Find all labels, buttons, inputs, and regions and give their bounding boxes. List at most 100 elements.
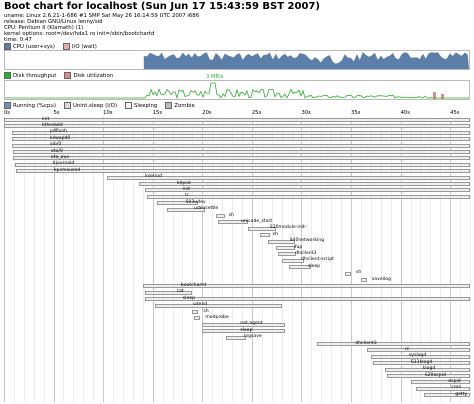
disk-utilization-mark: [441, 94, 444, 99]
process-label: S03udev: [185, 199, 206, 205]
process-chart: 0s 5s 10s 15s 20s 25s 30s 35s 40s 45s init kthread…: [4, 110, 471, 402]
grid-line: [390, 117, 392, 402]
disk-peak-label: 3 MB/s: [206, 74, 224, 80]
process-label: S11klogd: [410, 359, 433, 365]
process-label: getty: [455, 391, 468, 397]
process-bar: [192, 310, 199, 314]
zombie-swatch: [165, 102, 173, 109]
grid-line: [192, 117, 194, 402]
process-label: ifup: [293, 244, 303, 250]
process-bar: [416, 386, 470, 391]
grid-line: [360, 117, 362, 402]
process-label: dhclient-script: [301, 257, 334, 263]
process-bar: [4, 124, 470, 129]
process-bar: [277, 252, 297, 257]
process-label: kswapd0: [49, 135, 71, 141]
cpu-legend-label: CPU (user+sys): [13, 43, 55, 50]
process-label: dhclient3: [295, 250, 317, 256]
process-bar: [11, 137, 470, 142]
grid-line: [93, 117, 95, 402]
process-bar: [4, 118, 470, 122]
grid-line: [460, 117, 462, 402]
grid-line: [370, 117, 372, 402]
grid-line: [122, 117, 124, 402]
process-label: S20acpid: [424, 372, 446, 378]
grid-line: [440, 117, 442, 402]
process-bar: [275, 246, 296, 250]
disk-throughput-swatch: [4, 72, 11, 79]
cpu-info: CPU: Pentium II (Klamath) (1): [4, 25, 84, 31]
process-bar: [424, 393, 470, 398]
process-legend: Running (%cpu) Unint.sleep (I/O) Sleepin…: [4, 102, 195, 109]
process-label: khpsd: [176, 180, 191, 186]
process-bar: [259, 233, 270, 238]
time-tick-label: 20s: [202, 110, 212, 116]
process-label: logsave: [244, 334, 262, 340]
time-info: time: 0:47: [4, 37, 32, 43]
process-label: saveilog: [371, 276, 391, 282]
process-bar: [370, 354, 470, 359]
process-label: syslogd: [408, 353, 427, 359]
process-bar: [366, 348, 470, 353]
grid-line: [341, 117, 343, 402]
time-tick-label: 10s: [103, 110, 113, 116]
grid-line: [311, 117, 313, 402]
grid-line: [13, 117, 15, 402]
grid-line: [103, 117, 105, 402]
process-label: init: [182, 186, 191, 192]
process-label: S20module-init-: [269, 225, 307, 231]
disk-throughput-legend-label: Disk throughput: [13, 72, 57, 79]
process-bar: [360, 278, 367, 282]
process-label: cron: [451, 385, 462, 391]
process-bar: [288, 265, 312, 270]
process-bar: [15, 169, 470, 174]
cpu-chart: [4, 50, 470, 70]
grid-line: [450, 117, 452, 402]
grid-line: [113, 117, 115, 402]
grid-line: [331, 117, 333, 402]
grid-line: [410, 117, 412, 402]
disk-utilization-legend-label: Disk utilization: [73, 72, 114, 79]
time-tick-label: 0s: [4, 110, 11, 116]
time-tick-label: 45s: [450, 110, 460, 116]
process-label: dhclient3: [355, 340, 377, 346]
grid-line: [63, 117, 65, 402]
time-tick-label: 5s: [53, 110, 60, 116]
grid-line: [53, 117, 55, 402]
grid-line: [380, 117, 382, 402]
process-bar: [11, 143, 470, 148]
grid-line: [420, 117, 422, 402]
cpu-usage-area: [5, 52, 469, 69]
disk-legend: Disk throughput Disk utilization: [4, 72, 113, 79]
process-bar: [12, 150, 470, 154]
grid-line: [251, 117, 253, 402]
process-label: sh: [203, 308, 209, 314]
process-label: sh: [356, 270, 362, 276]
process-bar: [12, 156, 470, 161]
grid-line: [162, 117, 164, 402]
time-tick-label: 15s: [152, 110, 163, 116]
process-label: sleep: [240, 327, 253, 333]
grid-line: [4, 117, 5, 402]
process-label: unicode_start: [241, 218, 273, 224]
kernel-options-info: kernel options: root=/dev/hda1 ro init=/…: [4, 31, 155, 37]
grid-line: [43, 117, 45, 402]
process-bar: [216, 214, 226, 218]
grid-line: [470, 117, 471, 402]
process-label: sleep: [307, 263, 321, 269]
grid-line: [261, 117, 263, 402]
cpu-legend: CPU (user+sys) I/O (wait): [4, 43, 97, 50]
grid-line: [321, 117, 323, 402]
grid-line: [400, 117, 402, 402]
process-bar: [166, 207, 206, 212]
grid-line: [351, 117, 353, 402]
grid-line: [73, 117, 75, 402]
process-bar: [317, 342, 470, 346]
sleeping-swatch: [124, 102, 132, 109]
process-label: net.agent: [240, 321, 263, 327]
grid-line: [430, 117, 432, 402]
process-label: cat: [176, 289, 184, 295]
process-bar: [386, 374, 470, 378]
time-tick-label: 30s: [301, 110, 311, 116]
page-title: Boot chart for localhost (Sun Jun 17 15:…: [4, 1, 320, 12]
